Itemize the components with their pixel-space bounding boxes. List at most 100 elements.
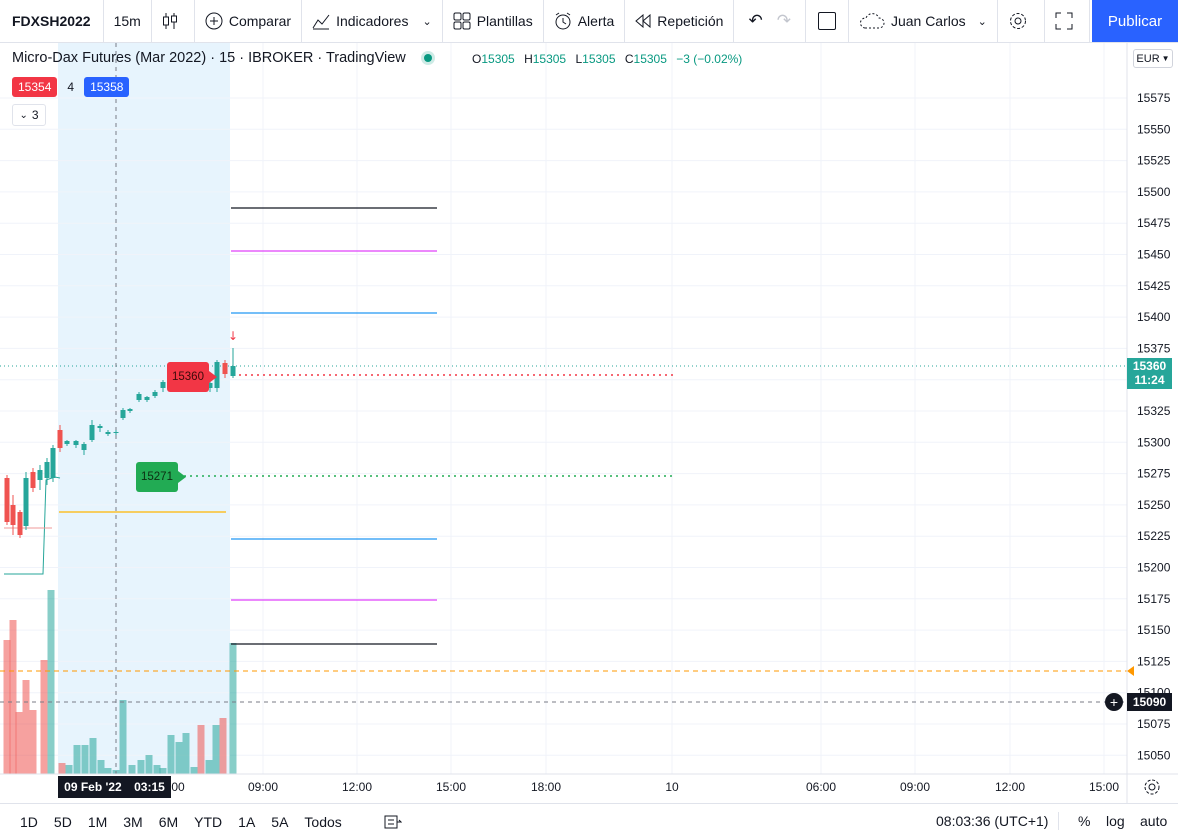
auto-scale-button[interactable]: auto [1140, 813, 1168, 829]
chart-type-button[interactable] [152, 0, 195, 42]
price-tick-label: 15275 [1137, 467, 1171, 481]
candles-icon [162, 13, 177, 29]
chart-settings-icon[interactable] [1143, 778, 1161, 796]
symbol-search-button[interactable]: FDXSH2022 [0, 0, 104, 42]
indicator-line [4, 476, 61, 575]
timezone-clock[interactable]: 08:03:36 (UTC+1) [936, 813, 1049, 829]
ohlc-values: O15305 H15305 L15305 C15305 −3 (−0.02%) [472, 52, 748, 66]
replay-button[interactable]: Repetición [625, 0, 735, 42]
volume-bar [40, 660, 48, 774]
chevron-down-icon: ⌄ [422, 15, 432, 28]
candle-body [30, 472, 36, 488]
range-all-button[interactable]: Todos [304, 813, 342, 830]
market-status-dot[interactable] [423, 53, 432, 62]
candle-body [127, 409, 133, 411]
redo-icon[interactable]: ↷ [776, 11, 791, 30]
volume-bar [212, 725, 220, 774]
series-legend[interactable]: Micro-Dax Futures (Mar 2022) · 15 · IBRO… [12, 50, 442, 66]
fullscreen-toggle-button[interactable] [806, 0, 849, 42]
replay-label: Repetición [657, 13, 724, 29]
price-tick-label: 15175 [1137, 592, 1171, 606]
session-highlight [58, 43, 230, 774]
volume-bar [159, 768, 167, 774]
bottom-toolbar: 1D 5D 1M 3M 6M YTD 1A 5A Todos 08:03:36 … [0, 803, 1178, 839]
publish-button[interactable]: Publicar [1092, 0, 1178, 42]
volume-bar [167, 735, 175, 774]
volume-bar [190, 767, 198, 774]
range-ytd-button[interactable]: YTD [194, 813, 223, 830]
ohlc-low: L15305 [575, 52, 616, 66]
sell-price-button[interactable]: 15354 [12, 77, 58, 97]
candle-body [97, 426, 103, 428]
indicators-button[interactable]: Indicadores ⌄ [302, 0, 443, 42]
candle-body [50, 448, 56, 478]
compare-button[interactable]: Comparar [195, 0, 303, 42]
volume-bar [128, 765, 136, 774]
ohlc-high: H15305 [524, 52, 567, 66]
candle-body [10, 505, 16, 525]
alert-label: Alerta [577, 13, 615, 29]
buy-order-price: 15271 [141, 471, 173, 483]
layout-menu-button[interactable]: Juan Carlos ⌄ [849, 0, 998, 42]
publish-label: Publicar [1107, 12, 1163, 30]
buy-price-button[interactable]: 15358 [84, 77, 130, 97]
volume-bar [15, 712, 23, 774]
chart-canvas[interactable]: ↓ 15575 15550 15525 15500 15475 15450 15425 154… [0, 43, 1178, 803]
log-scale-button[interactable]: log [1106, 813, 1125, 829]
time-tick-label: 09:00 [900, 780, 930, 794]
undo-icon[interactable]: ↶ [748, 11, 763, 30]
volume-bar [145, 755, 153, 774]
range-1a-button[interactable]: 1A [238, 813, 256, 830]
range-1m-button[interactable]: 1M [87, 813, 108, 830]
time-tick-label: 15:00 [436, 780, 466, 794]
chart-grid [0, 43, 1127, 774]
chevron-down-icon: ▼ [1161, 54, 1170, 63]
volume-bar [47, 590, 55, 774]
interval-label: 15m [113, 13, 141, 29]
crosshair-time-label: 09 Feb '22 03:15 [58, 776, 171, 798]
price-tick-label: 15325 [1137, 404, 1171, 418]
undo-redo-group: ↶ ↷ [734, 0, 806, 42]
price-tick-label: 15500 [1137, 185, 1171, 199]
legend-collapse-button[interactable]: ⌄ 3 [12, 104, 46, 126]
alarm-clock-icon [555, 12, 571, 30]
range-1d-button[interactable]: 1D [20, 813, 38, 830]
alert-button[interactable]: Alerta [544, 0, 626, 42]
volume-bar [3, 640, 11, 774]
volume-bar [9, 620, 17, 774]
percent-scale-button[interactable]: % [1078, 813, 1091, 829]
range-3m-button[interactable]: 3M [123, 813, 143, 830]
interval-button[interactable]: 15m [104, 0, 152, 42]
range-5d-button[interactable]: 5D [53, 813, 72, 830]
templates-button[interactable]: Plantillas [443, 0, 544, 42]
buy-order-label[interactable]: 15271 [136, 462, 186, 492]
time-tick-label: 06:00 [806, 780, 836, 794]
add-plus-icon[interactable]: + [1105, 693, 1123, 711]
volume-bar [137, 760, 145, 774]
candle-body [17, 512, 23, 535]
price-tick-label: 15250 [1137, 498, 1171, 512]
bid-ask-panel: 15354 4 15358 [12, 77, 130, 97]
chevron-down-icon: ⌄ [19, 109, 28, 121]
candle-body [23, 478, 29, 526]
goto-date-icon[interactable] [384, 814, 402, 830]
fullscreen-button[interactable] [1045, 0, 1090, 42]
candle-body [105, 432, 111, 434]
volume-bar [205, 760, 213, 774]
settings-button[interactable] [998, 0, 1045, 42]
range-6m-button[interactable]: 6M [158, 813, 179, 830]
volume-bar [97, 760, 105, 774]
sell-order-label[interactable]: 15360 [167, 362, 217, 392]
series-title: Micro-Dax Futures (Mar 2022) · 15 · IBRO… [12, 50, 406, 66]
candle-body [144, 397, 150, 400]
axes: 15575 15550 15525 15500 15475 15450 15425 15400… [0, 43, 1178, 803]
candle-body [37, 470, 43, 480]
currency-select[interactable]: EUR ▼ [1133, 49, 1173, 68]
volume-bar [197, 725, 205, 774]
range-5a-button[interactable]: 5A [271, 813, 289, 830]
chart-static-layer [58, 43, 230, 774]
templates-label: Plantillas [476, 13, 533, 29]
crosshair-price-value: 15090 [1132, 695, 1167, 709]
top-toolbar: FDXSH2022 15m Comparar Indicadores ⌄ [0, 0, 1178, 43]
price-tick-label: 15450 [1137, 248, 1171, 262]
